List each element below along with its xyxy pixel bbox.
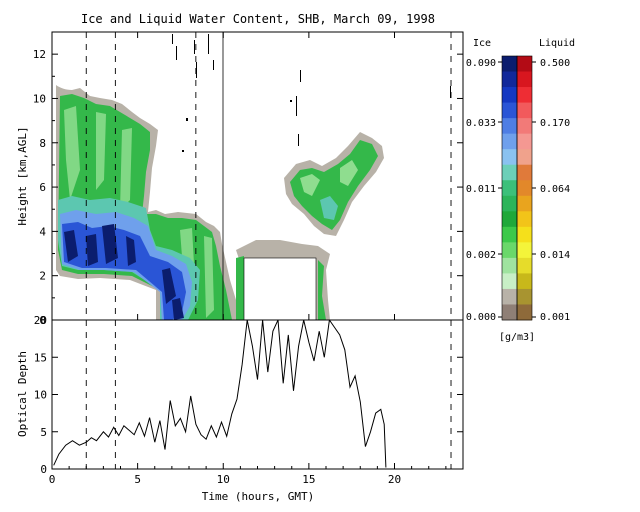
optical-depth-series bbox=[53, 320, 387, 468]
legend-ice-tick-label-0: 0.090 bbox=[466, 58, 496, 69]
legend-liquid-swatch-10 bbox=[517, 211, 532, 228]
top-dashed-markers bbox=[85, 32, 452, 320]
legend-liquid-tick-label-3: 0.014 bbox=[540, 250, 570, 261]
top-y-tick-label-2: 2 bbox=[39, 270, 46, 283]
legend-liquid-swatch-2 bbox=[517, 87, 532, 103]
bottom-x-axis: 0 5 10 15 20 bbox=[49, 463, 447, 486]
legend-ice-swatch-10 bbox=[502, 211, 517, 228]
bottom-dashed-markers bbox=[85, 320, 452, 469]
top-y-axis: 0 2 4 6 8 10 12 bbox=[33, 31, 463, 327]
chart-title: Ice and Liquid Water Content, SHB, March… bbox=[81, 12, 435, 26]
legend-liquid-swatch-14 bbox=[517, 273, 532, 290]
cloud-green-upper bbox=[290, 140, 378, 230]
legend-ice-swatch-2 bbox=[502, 87, 517, 103]
legend-ice-tick-label-3: 0.002 bbox=[466, 250, 496, 261]
legend-ice-swatch-11 bbox=[502, 226, 517, 243]
bottom-y-tick-label-5: 5 bbox=[40, 426, 47, 439]
top-y-tick-label-10: 10 bbox=[33, 92, 46, 105]
cloud-speckles bbox=[172, 34, 451, 152]
cloud-lightgreen-streaks bbox=[64, 106, 214, 318]
legend-units: [g/m3] bbox=[499, 332, 535, 343]
x-tick-label-10: 10 bbox=[217, 473, 230, 486]
legend-ice-swatch-13 bbox=[502, 257, 517, 274]
legend-ice-swatch-4 bbox=[502, 118, 517, 135]
top-y-axis-label: Height [km,AGL] bbox=[16, 126, 29, 225]
legend-ice-ticks: 0.090 0.033 0.011 0.002 0.000 bbox=[466, 58, 502, 323]
legend-liquid-swatch-0 bbox=[517, 56, 532, 72]
bottom-y-axis: 0 5 10 15 20 bbox=[34, 314, 463, 476]
legend-liquid-swatch-16 bbox=[517, 304, 532, 321]
legend-liquid-swatch-11 bbox=[517, 226, 532, 243]
legend-liquid-tick-label-0: 0.500 bbox=[540, 58, 570, 69]
legend-liquid-swatch-12 bbox=[517, 242, 532, 259]
bottom-y-axis-label: Optical Depth bbox=[16, 351, 29, 437]
x-tick-label-5: 5 bbox=[134, 473, 141, 486]
legend-liquid-ticks: 0.500 0.170 0.064 0.014 0.001 bbox=[532, 58, 570, 323]
top-y-tick-label-6: 6 bbox=[39, 181, 46, 194]
legend-ice-swatch-6 bbox=[502, 149, 517, 166]
legend-liquid-swatch-6 bbox=[517, 149, 532, 166]
legend-liquid-header: Liquid bbox=[539, 38, 575, 49]
top-y-tick-label-12: 12 bbox=[33, 48, 46, 61]
legend-ice-tick-label-1: 0.033 bbox=[466, 118, 496, 129]
optical-depth-line bbox=[53, 320, 387, 468]
cloud-dark-ice bbox=[64, 224, 184, 320]
legend-liquid-swatch-4 bbox=[517, 118, 532, 135]
top-y-tick-label-8: 8 bbox=[39, 137, 46, 150]
legend-ice-swatch-3 bbox=[502, 102, 517, 119]
legend-liquid-tick-label-2: 0.064 bbox=[540, 184, 570, 195]
legend-ice-swatch-7 bbox=[502, 164, 517, 181]
legend-liquid-swatch-1 bbox=[517, 71, 532, 88]
legend-ice-swatch-5 bbox=[502, 133, 517, 150]
legend-liquid-tick-label-4: 0.001 bbox=[540, 312, 570, 323]
legend-liquid-swatch-15 bbox=[517, 288, 532, 305]
legend-ice-tick-label-2: 0.011 bbox=[466, 184, 496, 195]
bottom-y-tick-label-10: 10 bbox=[34, 389, 47, 402]
legend-liquid-swatch-7 bbox=[517, 164, 532, 181]
top-y-tick-label-0: 0 bbox=[39, 314, 46, 327]
legend-ice-swatch-14 bbox=[502, 273, 517, 290]
bottom-y-tick-label-0: 0 bbox=[40, 463, 47, 476]
legend-liquid-swatch-13 bbox=[517, 257, 532, 274]
blank-box bbox=[243, 257, 317, 320]
legend-liquid-swatch-8 bbox=[517, 180, 532, 197]
legend-ice-swatch-12 bbox=[502, 242, 517, 259]
legend-liquid-bar bbox=[517, 56, 532, 321]
legend-liquid-tick-label-1: 0.170 bbox=[540, 118, 570, 129]
legend-ice-bar bbox=[502, 56, 517, 321]
legend-ice-swatch-0 bbox=[502, 56, 517, 72]
legend-ice-swatch-9 bbox=[502, 195, 517, 212]
x-tick-label-15: 15 bbox=[302, 473, 315, 486]
legend-ice-tick-label-4: 0.000 bbox=[466, 312, 496, 323]
cloud-teal-upper bbox=[320, 196, 338, 220]
legend-liquid-swatch-9 bbox=[517, 195, 532, 212]
top-y-tick-label-4: 4 bbox=[39, 225, 46, 238]
bottom-y-tick-label-15: 15 bbox=[34, 351, 47, 364]
legend-ice-swatch-15 bbox=[502, 288, 517, 305]
bottom-panel-frame bbox=[51, 319, 464, 470]
cloud-lightgreen-upper bbox=[300, 160, 358, 196]
legend-ice-header: Ice bbox=[473, 38, 491, 49]
cloud-image bbox=[56, 32, 451, 320]
legend-liquid-swatch-5 bbox=[517, 133, 532, 150]
legend-ice-swatch-1 bbox=[502, 71, 517, 88]
x-tick-label-0: 0 bbox=[49, 473, 56, 486]
x-axis-label: Time (hours, GMT) bbox=[202, 490, 315, 503]
x-tick-label-20: 20 bbox=[388, 473, 401, 486]
bottom-y-tick-label-20: 20 bbox=[34, 314, 47, 327]
legend-ice-swatch-8 bbox=[502, 180, 517, 197]
legend-liquid-swatch-3 bbox=[517, 102, 532, 119]
legend-ice-swatch-16 bbox=[502, 304, 517, 321]
